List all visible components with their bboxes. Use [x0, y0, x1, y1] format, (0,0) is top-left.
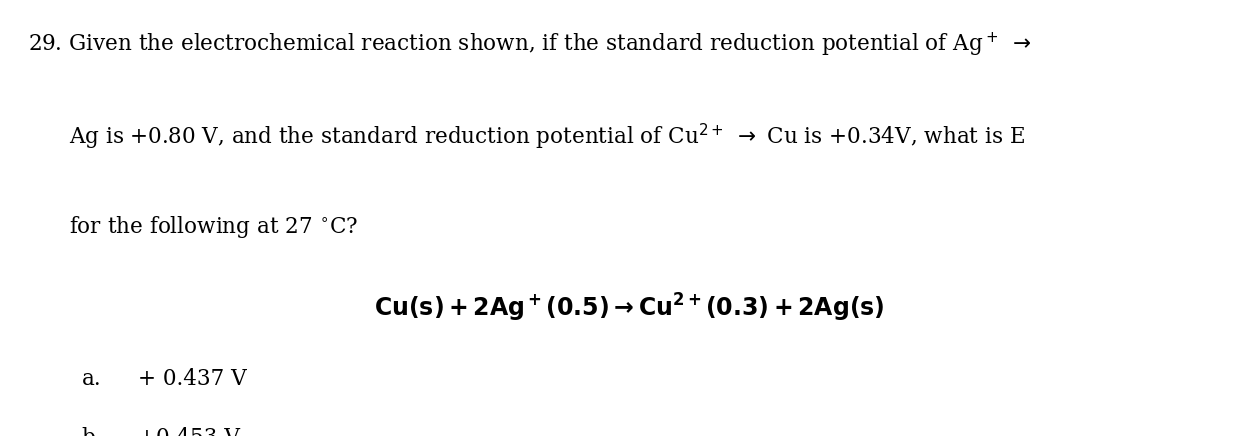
Text: a.: a. — [82, 368, 102, 390]
Text: $\mathbf{Cu(s) + 2Ag^+(0.5) \rightarrow Cu^{2+}(0.3) + 2Ag(s)}$: $\mathbf{Cu(s) + 2Ag^+(0.5) \rightarrow … — [374, 292, 884, 324]
Text: for the following at 27 $^{\circ}$C?: for the following at 27 $^{\circ}$C? — [28, 214, 357, 240]
Text: 29. Given the electrochemical reaction shown, if the standard reduction potentia: 29. Given the electrochemical reaction s… — [28, 31, 1032, 59]
Text: + 0.437 V: + 0.437 V — [138, 368, 247, 390]
Text: b.: b. — [82, 427, 102, 436]
Text: Ag is +0.80 V, and the standard reduction potential of Cu$^{2+}$ $\rightarrow$ C: Ag is +0.80 V, and the standard reductio… — [28, 122, 1025, 152]
Text: +0.453 V: +0.453 V — [138, 427, 240, 436]
